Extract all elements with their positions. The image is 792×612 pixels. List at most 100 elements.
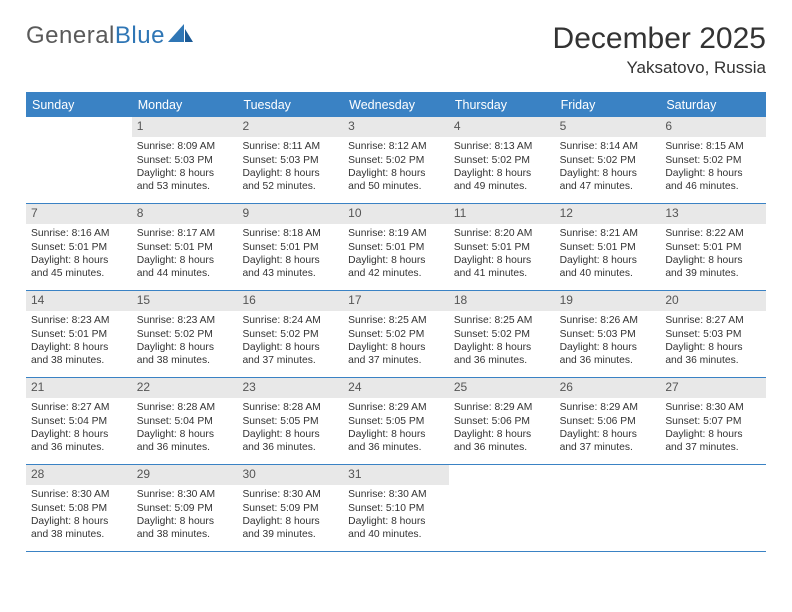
logo-word1: General bbox=[26, 22, 115, 50]
day-number: 13 bbox=[660, 204, 766, 224]
day-cell: 15Sunrise: 8:23 AMSunset: 5:02 PMDayligh… bbox=[132, 291, 238, 377]
sunset-text: Sunset: 5:01 PM bbox=[137, 241, 233, 254]
day-number: 22 bbox=[132, 378, 238, 398]
day-number: 10 bbox=[343, 204, 449, 224]
daylight-line2: and 39 minutes. bbox=[242, 528, 338, 541]
day-number: 27 bbox=[660, 378, 766, 398]
daylight-line1: Daylight: 8 hours bbox=[348, 254, 444, 267]
day-number: 16 bbox=[237, 291, 343, 311]
sunrise-text: Sunrise: 8:25 AM bbox=[348, 314, 444, 327]
daylight-line2: and 43 minutes. bbox=[242, 267, 338, 280]
day-number: 26 bbox=[555, 378, 661, 398]
daylight-line1: Daylight: 8 hours bbox=[560, 167, 656, 180]
day-number: 29 bbox=[132, 465, 238, 485]
day-body: Sunrise: 8:26 AMSunset: 5:03 PMDaylight:… bbox=[555, 311, 661, 371]
sunrise-text: Sunrise: 8:30 AM bbox=[31, 488, 127, 501]
sunrise-text: Sunrise: 8:30 AM bbox=[242, 488, 338, 501]
day-cell bbox=[555, 465, 661, 551]
day-body: Sunrise: 8:30 AMSunset: 5:09 PMDaylight:… bbox=[237, 485, 343, 545]
day-body: Sunrise: 8:30 AMSunset: 5:09 PMDaylight:… bbox=[132, 485, 238, 545]
daylight-line2: and 40 minutes. bbox=[348, 528, 444, 541]
sunrise-text: Sunrise: 8:13 AM bbox=[454, 140, 550, 153]
sunset-text: Sunset: 5:01 PM bbox=[31, 328, 127, 341]
daylight-line1: Daylight: 8 hours bbox=[137, 341, 233, 354]
sunset-text: Sunset: 5:03 PM bbox=[665, 328, 761, 341]
sunset-text: Sunset: 5:05 PM bbox=[348, 415, 444, 428]
daylight-line2: and 52 minutes. bbox=[242, 180, 338, 193]
daylight-line2: and 53 minutes. bbox=[137, 180, 233, 193]
sunset-text: Sunset: 5:07 PM bbox=[665, 415, 761, 428]
sunset-text: Sunset: 5:01 PM bbox=[665, 241, 761, 254]
day-number: 30 bbox=[237, 465, 343, 485]
day-body: Sunrise: 8:22 AMSunset: 5:01 PMDaylight:… bbox=[660, 224, 766, 284]
sunrise-text: Sunrise: 8:27 AM bbox=[31, 401, 127, 414]
daylight-line1: Daylight: 8 hours bbox=[348, 515, 444, 528]
day-cell: 13Sunrise: 8:22 AMSunset: 5:01 PMDayligh… bbox=[660, 204, 766, 290]
day-body: Sunrise: 8:16 AMSunset: 5:01 PMDaylight:… bbox=[26, 224, 132, 284]
day-body: Sunrise: 8:13 AMSunset: 5:02 PMDaylight:… bbox=[449, 137, 555, 197]
sunrise-text: Sunrise: 8:28 AM bbox=[137, 401, 233, 414]
day-body: Sunrise: 8:23 AMSunset: 5:02 PMDaylight:… bbox=[132, 311, 238, 371]
daylight-line1: Daylight: 8 hours bbox=[242, 515, 338, 528]
sunset-text: Sunset: 5:03 PM bbox=[560, 328, 656, 341]
daylight-line2: and 47 minutes. bbox=[560, 180, 656, 193]
day-body: Sunrise: 8:30 AMSunset: 5:08 PMDaylight:… bbox=[26, 485, 132, 545]
day-body: Sunrise: 8:29 AMSunset: 5:06 PMDaylight:… bbox=[555, 398, 661, 458]
day-cell: 9Sunrise: 8:18 AMSunset: 5:01 PMDaylight… bbox=[237, 204, 343, 290]
daylight-line2: and 46 minutes. bbox=[665, 180, 761, 193]
sunset-text: Sunset: 5:01 PM bbox=[560, 241, 656, 254]
weekday-friday: Friday bbox=[555, 94, 661, 117]
location: Yaksatovo, Russia bbox=[553, 58, 766, 78]
day-cell: 25Sunrise: 8:29 AMSunset: 5:06 PMDayligh… bbox=[449, 378, 555, 464]
day-cell: 11Sunrise: 8:20 AMSunset: 5:01 PMDayligh… bbox=[449, 204, 555, 290]
sunrise-text: Sunrise: 8:30 AM bbox=[665, 401, 761, 414]
sunrise-text: Sunrise: 8:18 AM bbox=[242, 227, 338, 240]
daylight-line1: Daylight: 8 hours bbox=[31, 428, 127, 441]
day-body: Sunrise: 8:15 AMSunset: 5:02 PMDaylight:… bbox=[660, 137, 766, 197]
sunrise-text: Sunrise: 8:16 AM bbox=[31, 227, 127, 240]
sunset-text: Sunset: 5:02 PM bbox=[560, 154, 656, 167]
sunrise-text: Sunrise: 8:29 AM bbox=[454, 401, 550, 414]
daylight-line1: Daylight: 8 hours bbox=[665, 167, 761, 180]
sunset-text: Sunset: 5:06 PM bbox=[560, 415, 656, 428]
day-body: Sunrise: 8:25 AMSunset: 5:02 PMDaylight:… bbox=[343, 311, 449, 371]
day-cell: 10Sunrise: 8:19 AMSunset: 5:01 PMDayligh… bbox=[343, 204, 449, 290]
logo-word2: Blue bbox=[115, 22, 165, 50]
daylight-line2: and 45 minutes. bbox=[31, 267, 127, 280]
day-cell: 14Sunrise: 8:23 AMSunset: 5:01 PMDayligh… bbox=[26, 291, 132, 377]
daylight-line2: and 36 minutes. bbox=[137, 441, 233, 454]
day-number: 20 bbox=[660, 291, 766, 311]
daylight-line2: and 36 minutes. bbox=[454, 354, 550, 367]
day-body: Sunrise: 8:23 AMSunset: 5:01 PMDaylight:… bbox=[26, 311, 132, 371]
day-body: Sunrise: 8:19 AMSunset: 5:01 PMDaylight:… bbox=[343, 224, 449, 284]
day-cell: 26Sunrise: 8:29 AMSunset: 5:06 PMDayligh… bbox=[555, 378, 661, 464]
day-number: 24 bbox=[343, 378, 449, 398]
sunset-text: Sunset: 5:02 PM bbox=[137, 328, 233, 341]
day-cell bbox=[26, 117, 132, 203]
sunrise-text: Sunrise: 8:12 AM bbox=[348, 140, 444, 153]
sunrise-text: Sunrise: 8:20 AM bbox=[454, 227, 550, 240]
daylight-line1: Daylight: 8 hours bbox=[137, 167, 233, 180]
daylight-line1: Daylight: 8 hours bbox=[560, 341, 656, 354]
sunset-text: Sunset: 5:02 PM bbox=[454, 154, 550, 167]
title-block: December 2025 Yaksatovo, Russia bbox=[553, 22, 766, 78]
logo: GeneralBlue bbox=[26, 22, 194, 50]
sunrise-text: Sunrise: 8:22 AM bbox=[665, 227, 761, 240]
sunset-text: Sunset: 5:01 PM bbox=[348, 241, 444, 254]
daylight-line1: Daylight: 8 hours bbox=[454, 428, 550, 441]
daylight-line2: and 36 minutes. bbox=[560, 354, 656, 367]
header: GeneralBlue December 2025 Yaksatovo, Rus… bbox=[26, 22, 766, 78]
day-cell: 12Sunrise: 8:21 AMSunset: 5:01 PMDayligh… bbox=[555, 204, 661, 290]
day-body: Sunrise: 8:09 AMSunset: 5:03 PMDaylight:… bbox=[132, 137, 238, 197]
day-body: Sunrise: 8:30 AMSunset: 5:10 PMDaylight:… bbox=[343, 485, 449, 545]
day-number: 12 bbox=[555, 204, 661, 224]
daylight-line2: and 41 minutes. bbox=[454, 267, 550, 280]
day-number: 21 bbox=[26, 378, 132, 398]
sunset-text: Sunset: 5:04 PM bbox=[137, 415, 233, 428]
sunset-text: Sunset: 5:01 PM bbox=[242, 241, 338, 254]
daylight-line2: and 36 minutes. bbox=[454, 441, 550, 454]
weekday-monday: Monday bbox=[132, 94, 238, 117]
sunset-text: Sunset: 5:02 PM bbox=[454, 328, 550, 341]
weekday-thursday: Thursday bbox=[449, 94, 555, 117]
daylight-line1: Daylight: 8 hours bbox=[454, 341, 550, 354]
